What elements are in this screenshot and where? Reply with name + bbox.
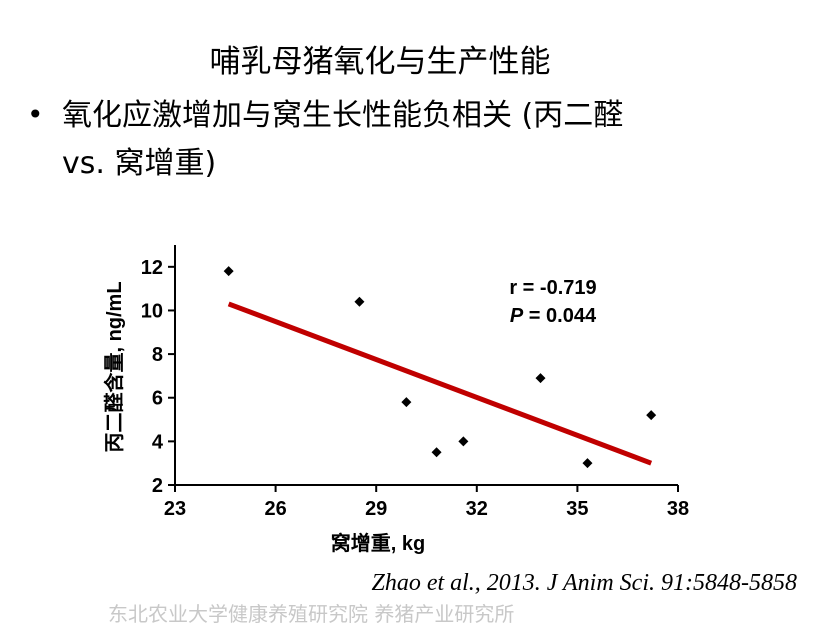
y-tick-label: 12: [141, 257, 163, 279]
bullet-text: 氧化应激增加与窝生长性能负相关 (丙二醛 vs. 窝增重): [62, 92, 762, 188]
x-tick-label: 26: [264, 498, 286, 520]
x-tick-label: 38: [667, 498, 689, 520]
trendline-group: [227, 301, 653, 466]
slide-title: 哺乳母猪氧化与生产性能: [209, 44, 551, 80]
data-point: [535, 373, 546, 384]
x-axis-label: 窝增重, kg: [331, 531, 425, 555]
p-value: = 0.044: [523, 305, 597, 327]
chart-ticks: 2 4 6 8 10 12 23 26 29 32 35 38: [141, 257, 689, 520]
data-point: [223, 266, 234, 277]
x-tick-label: 29: [365, 498, 387, 520]
data-point: [582, 458, 593, 469]
p-label: P: [510, 305, 524, 327]
x-tick-label: 35: [566, 498, 588, 520]
y-axis-label: 丙二醛含量, ng/mL: [102, 281, 126, 452]
data-point: [354, 296, 365, 307]
y-tick-label: 4: [152, 431, 164, 453]
y-tick-label: 2: [152, 475, 163, 497]
trendline: [227, 301, 653, 466]
y-tick-label: 6: [152, 388, 163, 410]
p-value-annotation: P = 0.044: [510, 305, 597, 327]
data-point: [458, 436, 469, 447]
bullet-marker: •: [27, 98, 44, 131]
x-tick-label: 23: [164, 498, 186, 520]
data-point: [431, 447, 442, 458]
data-point: [646, 410, 657, 421]
bullet-line-2: vs. 窝增重): [62, 146, 217, 181]
data-point: [401, 397, 412, 408]
bullet-line-1: 氧化应激增加与窝生长性能负相关 (丙二醛: [62, 98, 624, 133]
chart-axes: [174, 245, 678, 486]
y-tick-label: 10: [141, 300, 163, 322]
y-tick-label: 8: [152, 344, 163, 366]
x-tick-label: 32: [466, 498, 488, 520]
footer-watermark: 东北农业大学健康养殖研究院 养猪产业研究所: [108, 602, 515, 626]
data-points: [223, 266, 657, 469]
correlation-annotation: r = -0.719: [509, 277, 596, 299]
citation: Zhao et al., 2013. J Anim Sci. 91:5848-5…: [371, 570, 797, 596]
